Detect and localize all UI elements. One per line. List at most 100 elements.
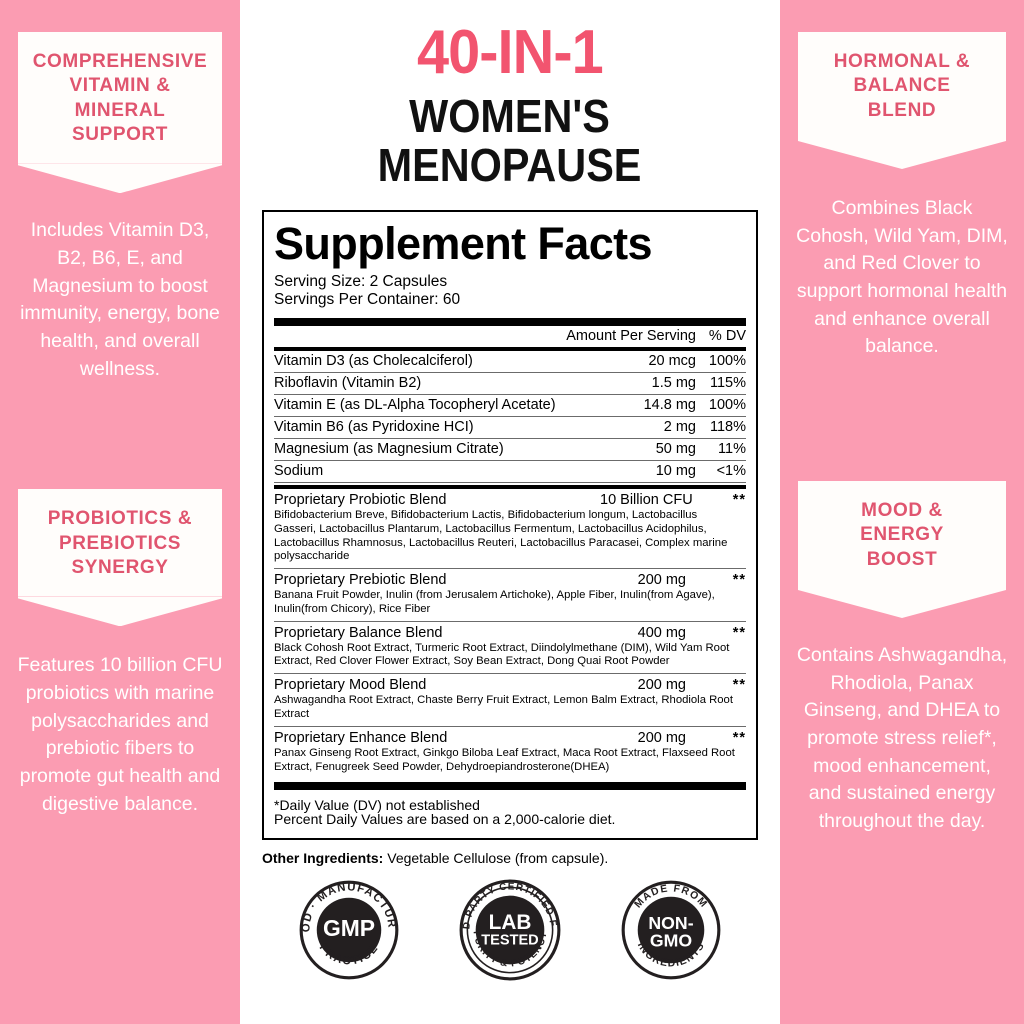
lab-center-line1: LAB xyxy=(489,911,532,934)
supplement-facts-title: Supplement Facts xyxy=(274,217,653,269)
gmp-center-text: GMP xyxy=(323,916,375,942)
blend-amount: 10 Billion CFU xyxy=(600,491,693,508)
nutrient-amount: 1.5 mg xyxy=(600,372,696,395)
nutrient-amount: 14.8 mg xyxy=(600,394,696,417)
blend-row-probiotic: Proprietary Probiotic Blend 10 Billion C… xyxy=(274,489,746,570)
column-header-amount: Amount Per Serving xyxy=(566,328,696,345)
feature-banner: MOOD & ENERGY BOOST xyxy=(798,481,1006,588)
table-row: Sodium 10 mg <1% xyxy=(274,460,746,483)
blend-header: Proprietary Balance Blend 400 mg ** xyxy=(274,625,746,641)
other-ingredients: Other Ingredients: Vegetable Cellulose (… xyxy=(262,850,608,866)
feature-banner: COMPREHENSIVE VITAMIN & MINERAL SUPPORT xyxy=(18,32,222,164)
blend-row-balance: Proprietary Balance Blend 400 mg ** Blac… xyxy=(274,622,746,675)
nutrient-amount: 20 mcg xyxy=(600,350,696,373)
nutrient-dv: 100% xyxy=(696,394,746,417)
feature-probiotics-prebiotics-synergy: PROBIOTICS & PREBIOTICS SYNERGY Features… xyxy=(0,489,240,818)
other-ingredients-label: Other Ingredients: xyxy=(262,850,384,867)
blend-ingredients: Black Cohosh Root Extract, Turmeric Root… xyxy=(274,641,730,668)
blend-name: Proprietary Enhance Blend xyxy=(274,729,448,746)
feature-description: Combines Black Cohosh, Wild Yam, DIM, an… xyxy=(796,196,1008,358)
serving-size: Serving Size: 2 Capsules xyxy=(274,272,448,290)
gmo-center-line2: GMO xyxy=(650,931,692,951)
banner-line: BALANCE xyxy=(853,75,951,97)
banner-line: PROBIOTICS & xyxy=(47,508,193,530)
gmo-center-line1: NON- xyxy=(649,913,694,933)
nutrition-table-header: Amount Per Serving % DV xyxy=(274,326,746,347)
table-row: Riboflavin (Vitamin B2) 1.5 mg 115% xyxy=(274,372,746,395)
banner-line: COMPREHENSIVE xyxy=(32,51,208,72)
feature-mood-energy-boost: MOOD & ENERGY BOOST Contains Ashwagandha… xyxy=(780,481,1024,836)
blend-amount: 200 mg xyxy=(637,729,686,746)
blend-name: Proprietary Balance Blend xyxy=(274,624,443,641)
nutrient-rows: Vitamin D3 (as Cholecalciferol) 20 mcg 1… xyxy=(274,350,746,483)
banner-line: PREBIOTICS xyxy=(58,532,182,554)
nutrient-amount: 10 mg xyxy=(600,460,696,483)
blend-name: Proprietary Prebiotic Blend xyxy=(274,572,447,589)
nutrient-name: Sodium xyxy=(274,460,600,483)
blend-ingredients: Ashwagandha Root Extract, Chaste Berry F… xyxy=(274,694,733,720)
feature-description: Contains Ashwagandha, Rhodiola, Panax Gi… xyxy=(796,644,1008,833)
banner-line: SYNERGY xyxy=(71,557,169,578)
nutrient-name: Riboflavin (Vitamin B2) xyxy=(274,372,600,395)
feature-banner: HORMONAL & BALANCE BLEND xyxy=(798,32,1006,139)
label-center-panel: 40-IN-1 WOMEN'S MENOPAUSE Supplement Fac… xyxy=(240,0,780,1024)
nutrition-table: Amount Per Serving % DV xyxy=(274,326,746,347)
blend-amount: 400 mg xyxy=(637,624,686,641)
divider-thick xyxy=(274,782,746,791)
lab-center-line2: TESTED xyxy=(481,933,538,949)
footnote-dv-not-established: *Daily Value (DV) not established xyxy=(274,797,480,814)
table-row: Vitamin E (as DL-Alpha Tocopheryl Acetat… xyxy=(274,394,746,417)
blend-dv: ** xyxy=(732,572,746,589)
banner-line: HORMONAL & xyxy=(833,51,971,72)
feature-comprehensive-vitamin-mineral-support: COMPREHENSIVE VITAMIN & MINERAL SUPPORT … xyxy=(0,32,240,383)
feature-banner: PROBIOTICS & PREBIOTICS SYNERGY xyxy=(18,489,222,597)
banner-line: ENERGY xyxy=(860,524,944,546)
banner-line: MOOD & xyxy=(861,500,943,522)
banner-line: VITAMIN & xyxy=(69,75,171,97)
nutrient-name: Vitamin D3 (as Cholecalciferol) xyxy=(274,350,600,373)
product-title-main: 40-IN-1 xyxy=(417,18,604,87)
blend-header: Proprietary Enhance Blend 200 mg ** xyxy=(274,730,746,746)
nutrient-dv: 100% xyxy=(696,350,746,373)
product-title-line2: WOMEN'S xyxy=(409,90,611,142)
gmp-badge: GOOD · MANUFACTURING · PRACTICE · GMP xyxy=(297,878,399,980)
nutrient-name: Vitamin E (as DL-Alpha Tocopheryl Acetat… xyxy=(274,394,600,417)
nutrient-dv: 115% xyxy=(696,372,746,395)
feature-hormonal-balance-blend: HORMONAL & BALANCE BLEND Combines Black … xyxy=(780,32,1024,361)
table-row: Vitamin D3 (as Cholecalciferol) 20 mcg 1… xyxy=(274,350,746,373)
banner-line: BOOST xyxy=(866,548,938,570)
product-title-line3: MENOPAUSE xyxy=(378,138,642,191)
blend-ingredients: Banana Fruit Powder, Inulin (from Jerusa… xyxy=(274,589,715,615)
blend-amount: 200 mg xyxy=(637,572,686,589)
nutrient-amount: 2 mg xyxy=(600,416,696,439)
non-gmo-badge: MADE FROM INGREDIENTS NON- GMO xyxy=(621,880,721,980)
blend-amount: 200 mg xyxy=(637,677,686,694)
blend-header: Proprietary Mood Blend 200 mg ** xyxy=(274,677,746,693)
left-feature-column: COMPREHENSIVE VITAMIN & MINERAL SUPPORT … xyxy=(0,0,240,1024)
feature-description: Features 10 billion CFU probiotics with … xyxy=(17,654,223,815)
nutrient-dv: <1% xyxy=(696,460,746,483)
nutrient-dv: 118% xyxy=(696,416,746,439)
other-ingredients-value: Vegetable Cellulose (from capsule). xyxy=(387,850,609,867)
blend-name: Proprietary Mood Blend xyxy=(274,677,427,694)
blend-row-prebiotic: Proprietary Prebiotic Blend 200 mg ** Ba… xyxy=(274,569,746,622)
blend-dv: ** xyxy=(732,624,746,641)
divider-medium xyxy=(274,484,746,489)
table-row: Vitamin B6 (as Pyridoxine HCI) 2 mg 118% xyxy=(274,416,746,439)
banner-line: BLEND xyxy=(867,99,937,121)
blend-dv: ** xyxy=(732,491,746,508)
blend-row-mood: Proprietary Mood Blend 200 mg ** Ashwaga… xyxy=(274,674,746,727)
nutrient-amount: 50 mg xyxy=(600,438,696,461)
supplement-facts-panel: Supplement Facts Serving Size: 2 Capsule… xyxy=(262,209,758,841)
blend-header: Proprietary Probiotic Blend 10 Billion C… xyxy=(274,492,746,508)
table-row: Magnesium (as Magnesium Citrate) 50 mg 1… xyxy=(274,438,746,461)
banner-line: SUPPORT xyxy=(71,123,169,145)
feature-description: Includes Vitamin D3, B2, B6, E, and Magn… xyxy=(20,219,220,380)
blend-row-enhance: Proprietary Enhance Blend 200 mg ** Pana… xyxy=(274,727,746,779)
divider-medium xyxy=(274,346,746,351)
right-feature-column: HORMONAL & BALANCE BLEND Combines Black … xyxy=(780,0,1024,1024)
certification-badges: GOOD · MANUFACTURING · PRACTICE · GMP 3R… xyxy=(262,878,758,982)
blend-name: Proprietary Probiotic Blend xyxy=(274,491,447,508)
servings-per-container: Servings Per Container: 60 xyxy=(274,291,461,309)
